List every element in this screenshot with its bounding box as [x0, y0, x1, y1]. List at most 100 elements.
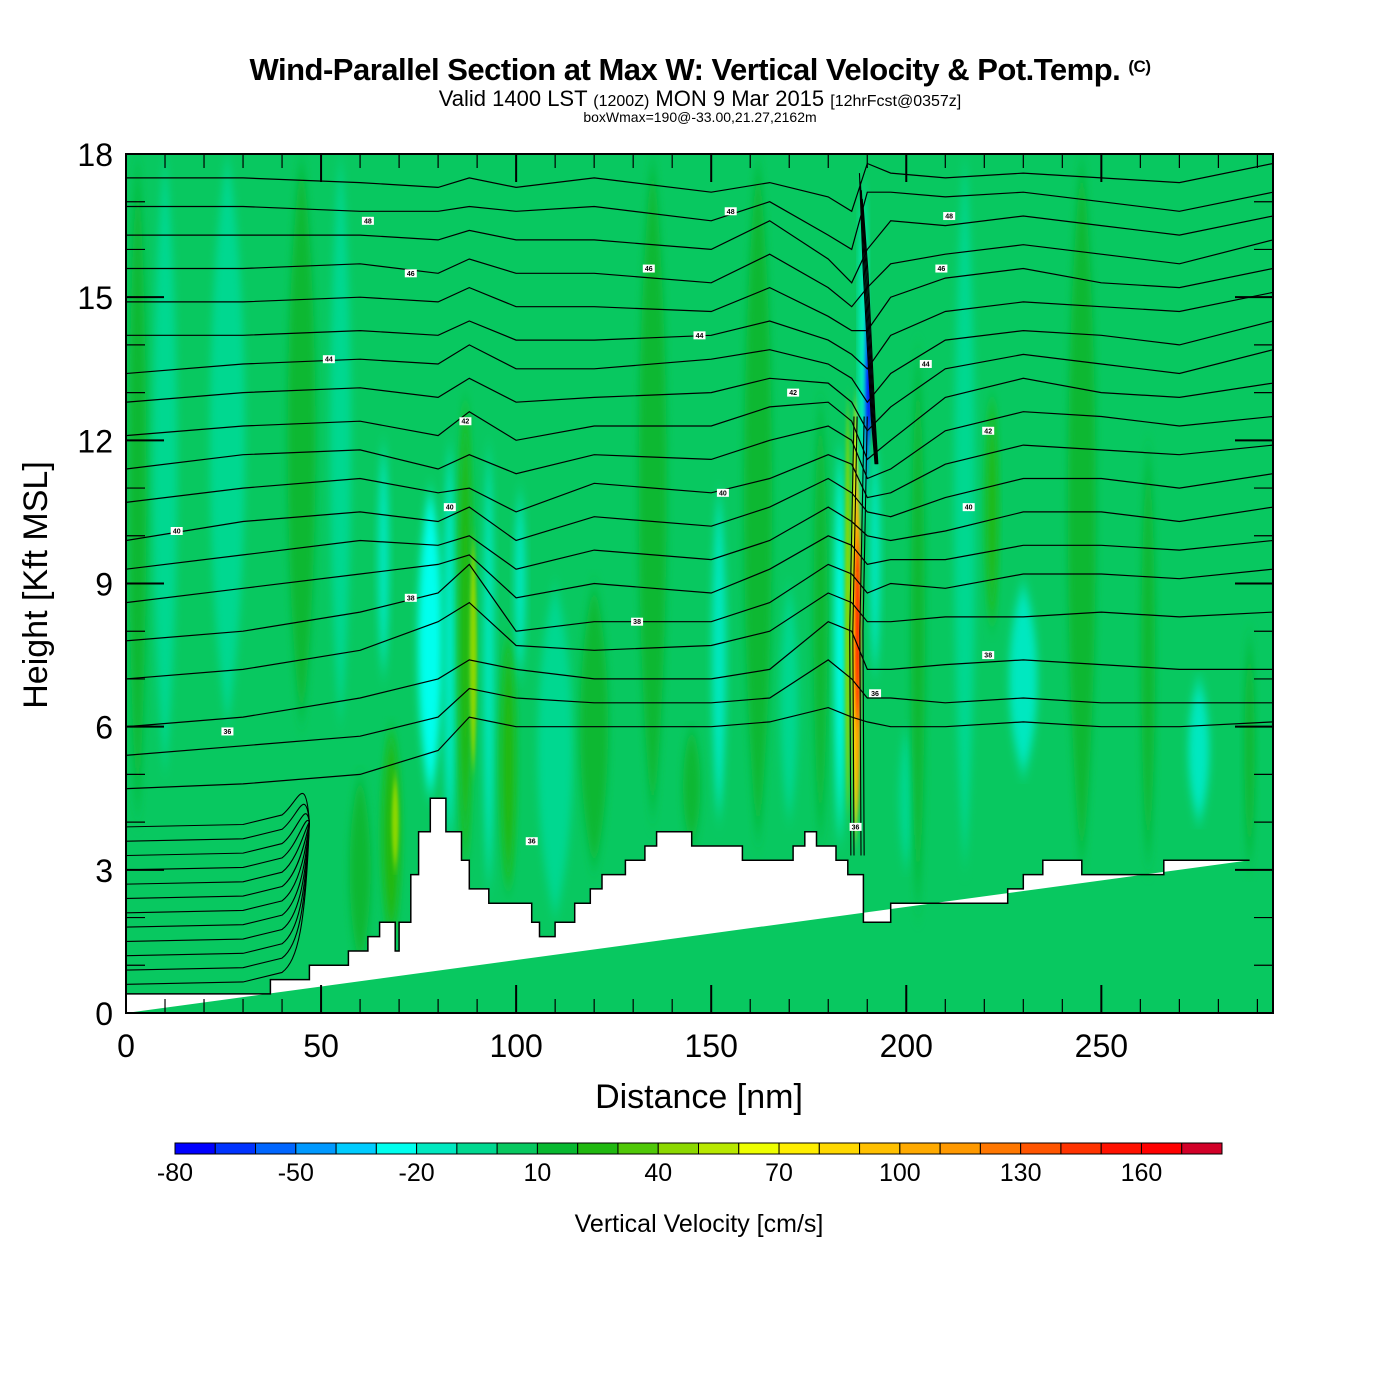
velocity-streak: [1244, 631, 1255, 870]
colorbar-tick-label: -80: [157, 1159, 193, 1187]
colorbar-bin: [174, 1142, 216, 1155]
near-surface-isentrope: [126, 819, 310, 871]
contour-label: 44: [919, 359, 932, 368]
contour-label: 46: [404, 269, 417, 278]
contour-label-box: [849, 822, 862, 831]
y-tick-label: 9: [95, 567, 113, 603]
colorbar-tick-label: -20: [399, 1159, 435, 1187]
velocity-streak: [458, 392, 473, 870]
velocity-streak: [1188, 678, 1210, 823]
contour-label: 38: [982, 651, 995, 660]
contour-label-box: [962, 503, 975, 512]
contour-label-box: [787, 388, 800, 397]
valid-time: Valid 1400 LST: [438, 86, 588, 111]
near-surface-isentrope: [126, 793, 310, 828]
contour-label-text: 38: [984, 653, 992, 660]
contour-label-text: 42: [984, 428, 992, 435]
contour-label-box: [525, 837, 538, 846]
isentrope-line-33: [126, 592, 1273, 680]
downdraft-isentrope: [858, 173, 876, 465]
colorbar-bin: [657, 1142, 700, 1155]
velocity-streak: [855, 535, 860, 727]
colorbar-tick-label: 70: [765, 1159, 793, 1187]
colorbar-bin: [1181, 1142, 1223, 1155]
contour-label: 36: [849, 822, 862, 831]
chart-subtitle: Valid 1400 LST (1200Z) MON 9 Mar 2015 [1…: [0, 86, 1400, 112]
contour-label-text: 46: [937, 266, 945, 273]
y-tick-label: 3: [95, 853, 113, 889]
downdraft-isentrope: [861, 198, 878, 465]
downdraft-isentrope: [860, 190, 878, 465]
updraft-isentrope: [852, 416, 858, 856]
contour-label-box: [170, 527, 183, 536]
plot-area: 48 48 48 46 46 46 44 44 44 42 42 42 40 40 40 40 38 38 38 36…: [126, 154, 1273, 1013]
isentrope-line-48: [126, 162, 1273, 213]
colorbar-bin: [939, 1142, 981, 1155]
valid-date: MON 9 Mar 2015: [655, 86, 825, 111]
contour-label: 46: [935, 264, 948, 273]
contour-label: 48: [361, 216, 374, 225]
colorbar-tick-label: 100: [879, 1159, 921, 1187]
velocity-streak: [813, 392, 828, 846]
colorbar-bin: [1140, 1142, 1183, 1155]
contour-label: 36: [869, 689, 882, 698]
colorbar-bin: [899, 1142, 941, 1155]
colorbar-bin: [818, 1142, 861, 1155]
contour-label-text: 40: [965, 505, 973, 512]
velocity-streak: [682, 726, 701, 846]
colorbar-bin: [979, 1142, 1022, 1155]
isentrope-line-31: [126, 659, 1273, 756]
contour-label-text: 42: [789, 390, 797, 397]
x-tick-label: 0: [117, 1028, 135, 1064]
terrain-outline: [126, 797, 1250, 995]
velocity-streak: [209, 154, 245, 727]
colorbar-bin: [496, 1142, 538, 1155]
contour-label-text: 36: [871, 691, 879, 698]
contour-label: 40: [716, 488, 729, 497]
velocity-streak: [378, 440, 389, 679]
contour-label: 38: [404, 593, 417, 602]
contour-label-text: 42: [462, 419, 470, 426]
velocity-streak: [442, 440, 457, 846]
contour-label-box: [919, 359, 932, 368]
isentrope-contours: [126, 162, 1273, 985]
contour-label-box: [869, 689, 882, 698]
velocity-streak: [287, 154, 316, 727]
contour-label-text: 40: [446, 505, 454, 512]
isentrope-line-38: [126, 444, 1273, 513]
colorbar-bin: [214, 1142, 257, 1155]
colorbar-tick-label: 160: [1121, 1159, 1163, 1187]
contour-label-text: 48: [364, 218, 372, 225]
colorbar-bin: [255, 1142, 297, 1155]
isentrope-line-47: [126, 191, 1273, 251]
contour-label: 42: [982, 426, 995, 435]
contour-label: 40: [170, 527, 183, 536]
chart-title: Wind-Parallel Section at Max W: Vertical…: [0, 52, 1400, 88]
contour-label-text: 48: [727, 209, 735, 216]
contour-label-box: [322, 355, 335, 364]
contour-label-text: 44: [325, 357, 333, 364]
contour-label-box: [716, 488, 729, 497]
contour-label-text: 38: [633, 619, 641, 626]
colorbar-tick-label: -50: [278, 1159, 314, 1187]
contour-label: 36: [221, 727, 234, 736]
colorbar-bin: [375, 1142, 418, 1155]
isentrope-line-46: [126, 215, 1273, 284]
x-tick-label: 100: [489, 1028, 542, 1064]
contour-label: 38: [631, 617, 644, 626]
contour-label-box: [935, 264, 948, 273]
isentrope-line-32: [126, 621, 1273, 728]
contour-label-text: 36: [224, 729, 232, 736]
contour-labels: 48 48 48 46 46 46 44 44 44 42 42 42 40 40 40 40 38 38 38 36…: [170, 207, 995, 846]
contour-label: 42: [459, 417, 472, 426]
colorbar-bin: [617, 1142, 659, 1155]
updraft-isentrope: [859, 416, 865, 856]
x-axis: 0 50 100 150 200 250: [117, 154, 1258, 1064]
velocity-streak: [349, 774, 371, 966]
contour-label-box: [693, 331, 706, 340]
colorbar: -80 -50 -20 10 40 70 100 130 160: [157, 1142, 1223, 1187]
contour-label-box: [404, 269, 417, 278]
contour-label-text: 46: [407, 271, 415, 278]
contour-label: 40: [443, 503, 456, 512]
